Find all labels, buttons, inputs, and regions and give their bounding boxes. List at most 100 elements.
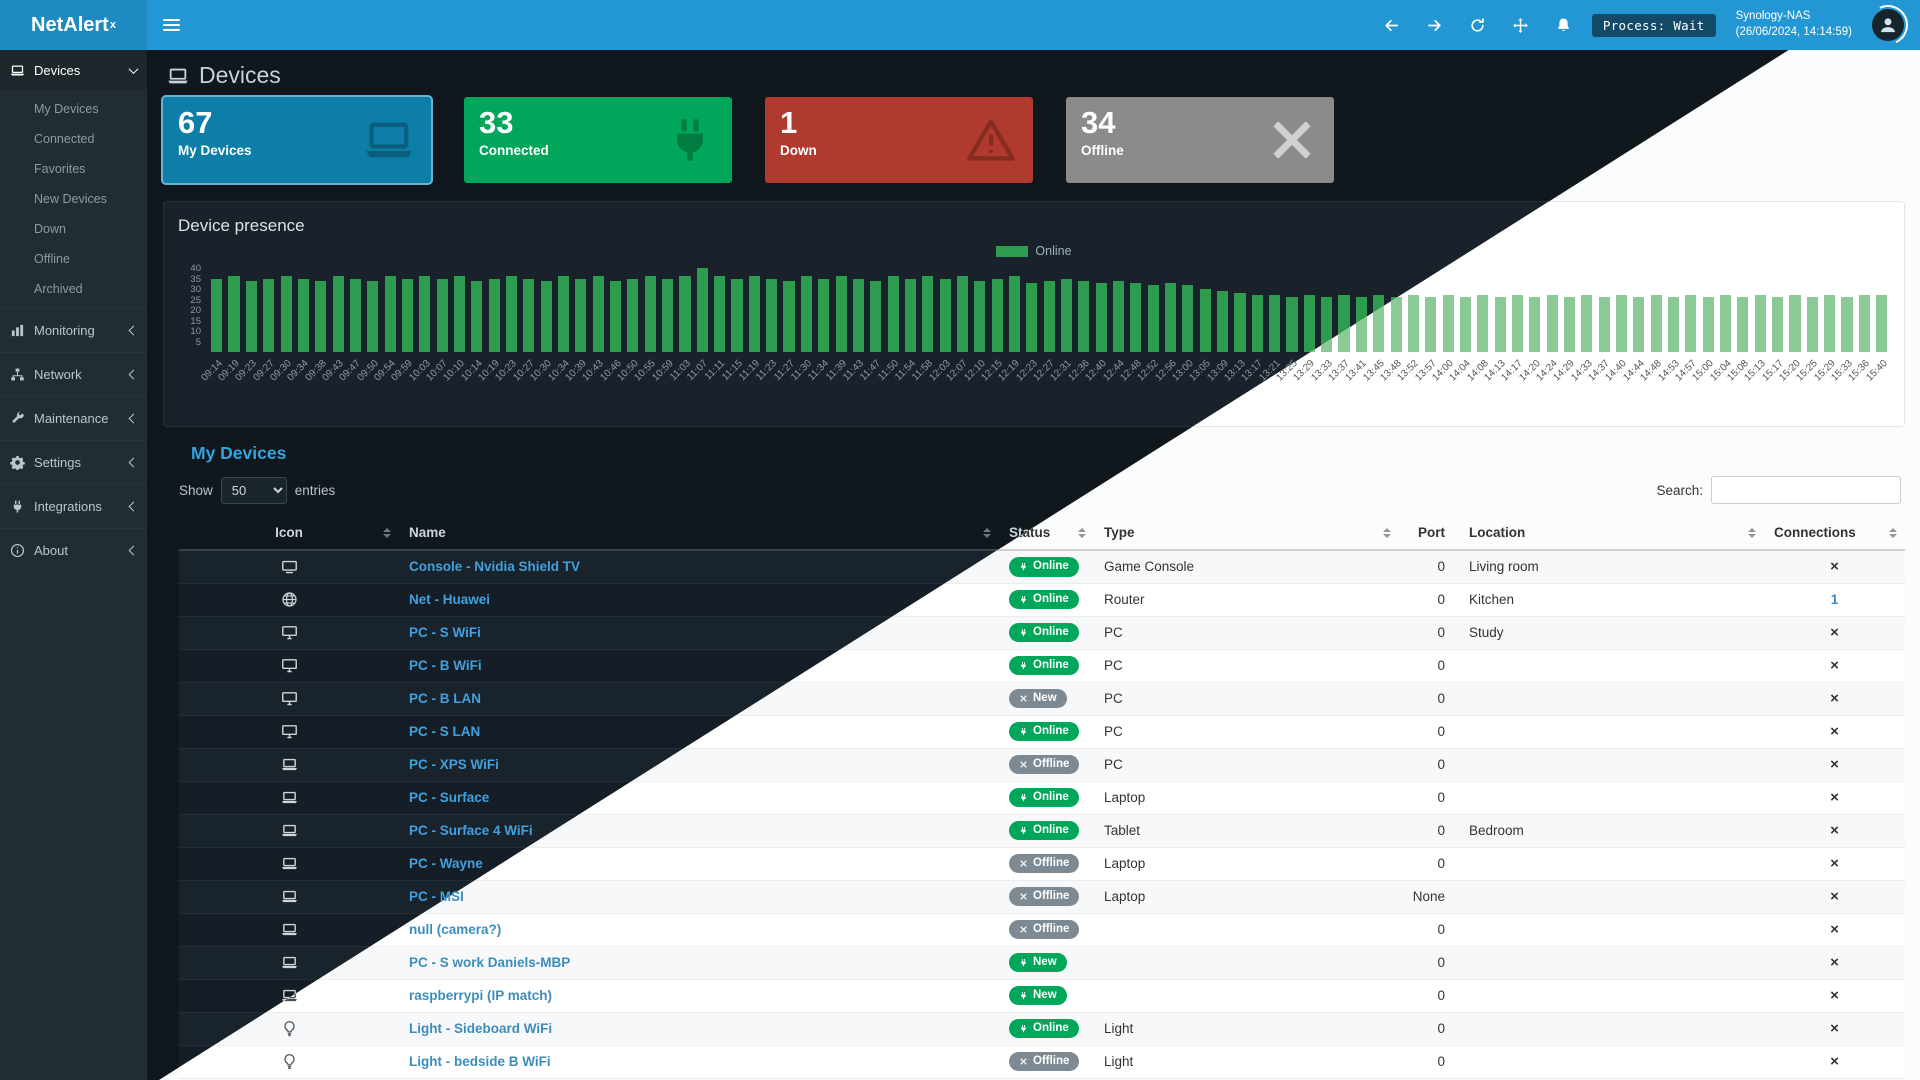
device-row[interactable]: PC - B LAN New PC 0 ×	[179, 682, 1905, 716]
arrow-right-icon[interactable]	[1426, 17, 1443, 34]
page-title: Devices	[199, 62, 281, 88]
sidebar-subitem-connected[interactable]: Connected	[34, 132, 95, 146]
device-port: 0	[1399, 682, 1459, 716]
device-row[interactable]: PC - S WiFi Online PC 0 Study ×	[179, 616, 1905, 650]
stat-card-down[interactable]: 1 Down	[765, 97, 1033, 183]
presence-bar	[263, 278, 275, 352]
device-name-link[interactable]: Light - bedside B WiFi	[409, 1054, 551, 1069]
device-row[interactable]: Net - Huawei Online Router 0 Kitchen 1	[179, 583, 1905, 617]
stat-card-my-devices[interactable]: 67 My Devices	[163, 97, 431, 183]
presence-bar	[1442, 295, 1454, 352]
device-name-link[interactable]: PC - XPS WiFi	[409, 757, 499, 772]
arrow-left-icon[interactable]	[1383, 17, 1400, 34]
navbar-right: Process: Wait Synology-NAS (26/06/2024, …	[1383, 0, 1920, 51]
sidebar-item-devices[interactable]: Devices	[0, 50, 147, 90]
chevron-down-icon	[128, 63, 139, 74]
device-name-link[interactable]: null (camera?)	[409, 922, 502, 937]
device-row[interactable]: Light - bedside B WiFi Offline Light 0 ×	[179, 1045, 1905, 1079]
search-input[interactable]	[1711, 476, 1901, 504]
presence-bar	[1095, 282, 1107, 352]
device-name-link[interactable]: PC - S WiFi	[409, 625, 481, 640]
presence-bar	[384, 276, 396, 352]
no-connection-icon: ×	[1830, 789, 1839, 806]
device-name-link[interactable]: Console - Nvidia Shield TV	[409, 559, 581, 575]
device-row[interactable]: PC - Surface Online Laptop 0 ×	[179, 781, 1905, 815]
device-row[interactable]: PC - XPS WiFi Offline PC 0 ×	[179, 748, 1905, 782]
column-header-location[interactable]: Location	[1459, 516, 1764, 551]
entries-select[interactable]: 50	[220, 476, 287, 504]
sidebar-item-maintenance[interactable]: Maintenance	[0, 396, 147, 440]
sidebar-item-network[interactable]: Network	[0, 352, 147, 396]
column-header-icon[interactable]: Icon	[179, 516, 399, 551]
device-row[interactable]: PC - Wayne Offline Laptop 0 ×	[179, 847, 1905, 881]
device-name-link[interactable]: PC - S work Daniels-MBP	[409, 955, 571, 970]
main-content: Devices 67 My Devices 33 Connected 1 Down 34 Of…	[147, 50, 1920, 1080]
device-row[interactable]: raspberrypi (IP match) New 0 ×	[179, 979, 1905, 1013]
laptop-icon	[281, 855, 298, 872]
sidebar-subitem-down[interactable]: Down	[34, 222, 66, 236]
refresh-icon[interactable]	[1469, 17, 1486, 34]
device-type: Router	[1094, 583, 1399, 617]
device-name-link[interactable]: PC - S LAN	[409, 724, 481, 739]
move-icon[interactable]	[1512, 17, 1529, 34]
column-header-type[interactable]: Type	[1094, 516, 1399, 551]
device-name-link[interactable]: PC - MSI	[409, 889, 464, 904]
device-name-link[interactable]: PC - Surface	[409, 790, 490, 805]
no-connection-icon: ×	[1830, 723, 1839, 740]
device-row[interactable]: PC - MSI Offline Laptop None ×	[179, 880, 1905, 914]
y-tick-label: 10	[190, 326, 201, 337]
host-timestamp: (26/06/2024, 14:14:59)	[1735, 26, 1852, 38]
column-header-name[interactable]: Name	[399, 516, 999, 551]
device-location	[1459, 1012, 1764, 1046]
sidebar-item-integrations[interactable]: Integrations	[0, 484, 147, 528]
device-name-link[interactable]: raspberrypi (IP match)	[409, 988, 553, 1003]
sidebar-subitem-new-devices[interactable]: New Devices	[34, 192, 107, 206]
device-row[interactable]: PC - Surface 4 WiFi Online Tablet 0 Bedroom ×	[179, 814, 1905, 848]
device-name-link[interactable]: PC - B LAN	[409, 691, 481, 706]
y-tick-label: 20	[190, 305, 201, 316]
device-row[interactable]: null (camera?) Offline 0 ×	[179, 913, 1905, 947]
sidebar-subitem-favorites[interactable]: Favorites	[34, 162, 86, 176]
stat-card-offline[interactable]: 34 Offline	[1066, 97, 1334, 183]
presence-bar	[1633, 297, 1645, 352]
no-connection-icon: ×	[1830, 624, 1839, 641]
status-badge: Online	[1009, 820, 1079, 841]
my-devices-title: My Devices	[191, 443, 287, 463]
sidebar-item-settings[interactable]: Settings	[0, 440, 147, 484]
device-row[interactable]: PC - S LAN Online PC 0 ×	[179, 715, 1905, 749]
bell-icon[interactable]	[1555, 17, 1572, 34]
column-header-connections[interactable]: Connections	[1764, 516, 1905, 551]
presence-bar	[315, 280, 327, 352]
device-name-link[interactable]: Net - Huawei	[409, 592, 491, 607]
device-row[interactable]: PC - S work Daniels-MBP New 0 ×	[179, 946, 1905, 980]
sidebar-toggle-button[interactable]	[147, 0, 195, 50]
table-controls: Show 50 entries Search:	[179, 476, 1901, 504]
connection-count-link[interactable]: 1	[1830, 592, 1839, 607]
device-name-link[interactable]: PC - Wayne	[409, 856, 483, 871]
sidebar-subitem-my-devices[interactable]: My Devices	[34, 102, 99, 116]
brand-logo[interactable]: NetAlert x	[0, 0, 147, 50]
device-type: Game Console	[1094, 550, 1399, 584]
sidebar-item-monitoring[interactable]: Monitoring	[0, 308, 147, 352]
device-location	[1459, 880, 1764, 914]
presence-bar	[1720, 295, 1732, 352]
sidebar-subitem-offline[interactable]: Offline	[34, 252, 70, 266]
device-name-link[interactable]: Light - Sideboard WiFi	[409, 1021, 553, 1036]
presence-bar	[1425, 297, 1437, 352]
user-avatar[interactable]	[1862, 0, 1914, 51]
column-header-port[interactable]: Port	[1399, 516, 1459, 551]
device-row[interactable]: Console - Nvidia Shield TV Online Game Con…	[179, 550, 1905, 584]
device-row[interactable]: Light - Sideboard WiFi Online Light 0 ×	[179, 1012, 1905, 1046]
stat-card-connected[interactable]: 33 Connected	[464, 97, 732, 183]
device-row[interactable]: PC - B WiFi Online PC 0 ×	[179, 649, 1905, 683]
device-name-link[interactable]: PC - B WiFi	[409, 658, 482, 673]
sidebar-subitem-archived[interactable]: Archived	[34, 282, 83, 296]
plug-icon	[1019, 991, 1028, 1000]
sidebar-item-about[interactable]: About	[0, 528, 147, 572]
device-name-link[interactable]: PC - Surface 4 WiFi	[409, 823, 533, 838]
gear-icon	[10, 455, 25, 470]
device-type: Laptop	[1094, 880, 1399, 914]
column-header-status[interactable]: Status	[999, 516, 1094, 551]
presence-bar	[956, 276, 968, 352]
warning-icon	[965, 114, 1017, 166]
